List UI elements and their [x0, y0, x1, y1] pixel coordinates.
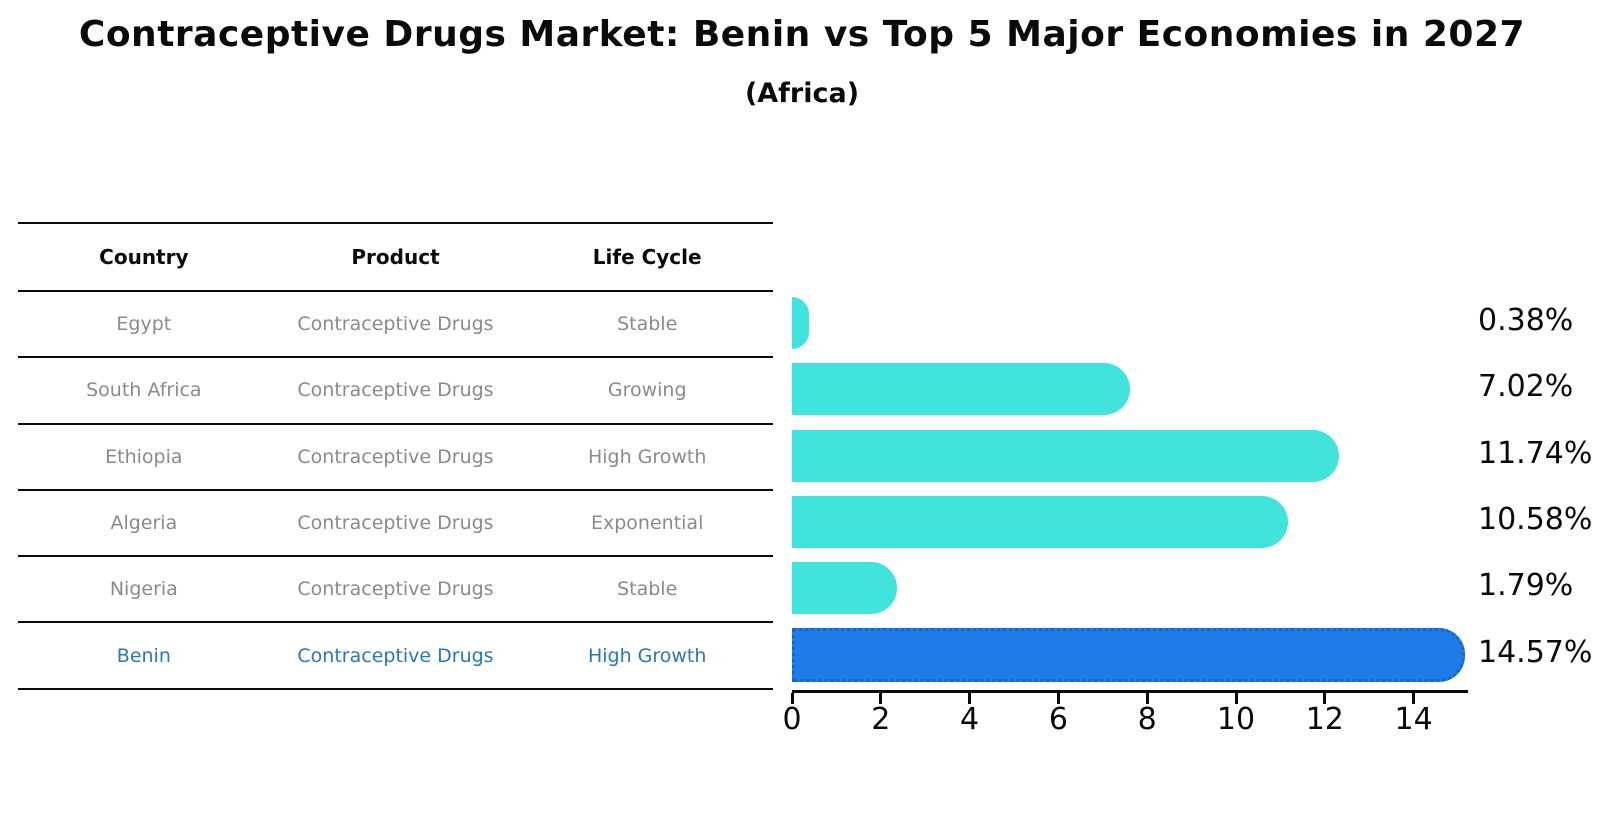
table-row-south-africa: South Africa Contraceptive Drugs Growing [18, 358, 773, 425]
cell-product: Contraceptive Drugs [297, 379, 494, 402]
table-row-benin: Benin Contraceptive Drugs High Growth [18, 623, 773, 690]
bar-algeria [792, 496, 1288, 549]
chart-title: Contraceptive Drugs Market: Benin vs Top… [78, 14, 1526, 55]
cell-product: Contraceptive Drugs [297, 313, 494, 336]
bar-value-label-ethiopia: 11.74% [1478, 435, 1593, 471]
x-axis-tick [1323, 693, 1327, 704]
bar-value-label-algeria: 10.58% [1478, 502, 1593, 538]
x-axis-tick [1412, 693, 1416, 704]
chart-subtitle: (Africa) [744, 78, 860, 109]
bar-value-label-egypt: 0.38% [1478, 303, 1574, 339]
cell-life-cycle: Stable [617, 313, 678, 336]
bar-benin [792, 627, 1465, 682]
x-axis-tick [879, 693, 883, 704]
table-header-row: Country Product Life Cycle [18, 224, 773, 292]
summary-table: Country Product Life Cycle Egypt Contrace… [18, 222, 773, 690]
x-axis-tick [1145, 693, 1149, 704]
x-axis-tick [1234, 693, 1238, 704]
table-row-nigeria: Nigeria Contraceptive Drugs Stable [18, 557, 773, 624]
bar-egypt [792, 297, 809, 350]
bar-ethiopia [792, 429, 1340, 482]
bar-value-label-south-africa: 7.02% [1478, 369, 1574, 405]
x-axis-tick-label: 2 [871, 702, 891, 737]
cell-country: Nigeria [109, 578, 178, 601]
cell-life-cycle: High Growth [587, 644, 707, 667]
x-axis-tick-label: 8 [1137, 702, 1157, 737]
x-axis-tick-label: 0 [782, 702, 802, 737]
cell-country: Ethiopia [105, 445, 183, 468]
x-axis-tick [1056, 693, 1060, 704]
x-axis-tick-label: 14 [1394, 702, 1433, 737]
cell-country: Algeria [110, 512, 178, 535]
table-row-ethiopia: Ethiopia Contraceptive Drugs High Growth [18, 425, 773, 491]
bar-south-africa [792, 363, 1130, 416]
x-axis-tick-label: 6 [1048, 702, 1068, 737]
table-row-egypt: Egypt Contraceptive Drugs Stable [18, 292, 773, 359]
x-axis-line [792, 690, 1468, 693]
x-axis-tick-label: 12 [1305, 702, 1344, 737]
x-axis-tick-label: 4 [960, 702, 980, 737]
cell-life-cycle: Growing [607, 379, 687, 402]
table-header-product: Product [351, 245, 440, 269]
x-axis-tick [968, 693, 972, 704]
x-axis-tick-label: 10 [1216, 702, 1256, 737]
x-axis-tick [790, 693, 794, 704]
table-header-country: Country [99, 245, 189, 269]
bar-nigeria [792, 562, 898, 615]
cell-product: Contraceptive Drugs [297, 512, 494, 535]
cell-life-cycle: High Growth [587, 445, 707, 468]
cell-life-cycle: Exponential [591, 512, 704, 535]
cell-product: Contraceptive Drugs [297, 644, 494, 667]
cell-country: South Africa [86, 379, 202, 402]
bar-value-label-nigeria: 1.79% [1478, 568, 1574, 604]
cell-country: Benin [116, 644, 171, 667]
cell-product: Contraceptive Drugs [297, 578, 494, 601]
cell-country: Egypt [116, 313, 172, 336]
table-row-algeria: Algeria Contraceptive Drugs Exponential [18, 491, 773, 558]
cell-life-cycle: Stable [617, 578, 678, 601]
table-header-life-cycle: Life Cycle [592, 245, 702, 269]
bar-value-label-benin: 14.57% [1478, 634, 1593, 670]
cell-product: Contraceptive Drugs [297, 445, 494, 468]
